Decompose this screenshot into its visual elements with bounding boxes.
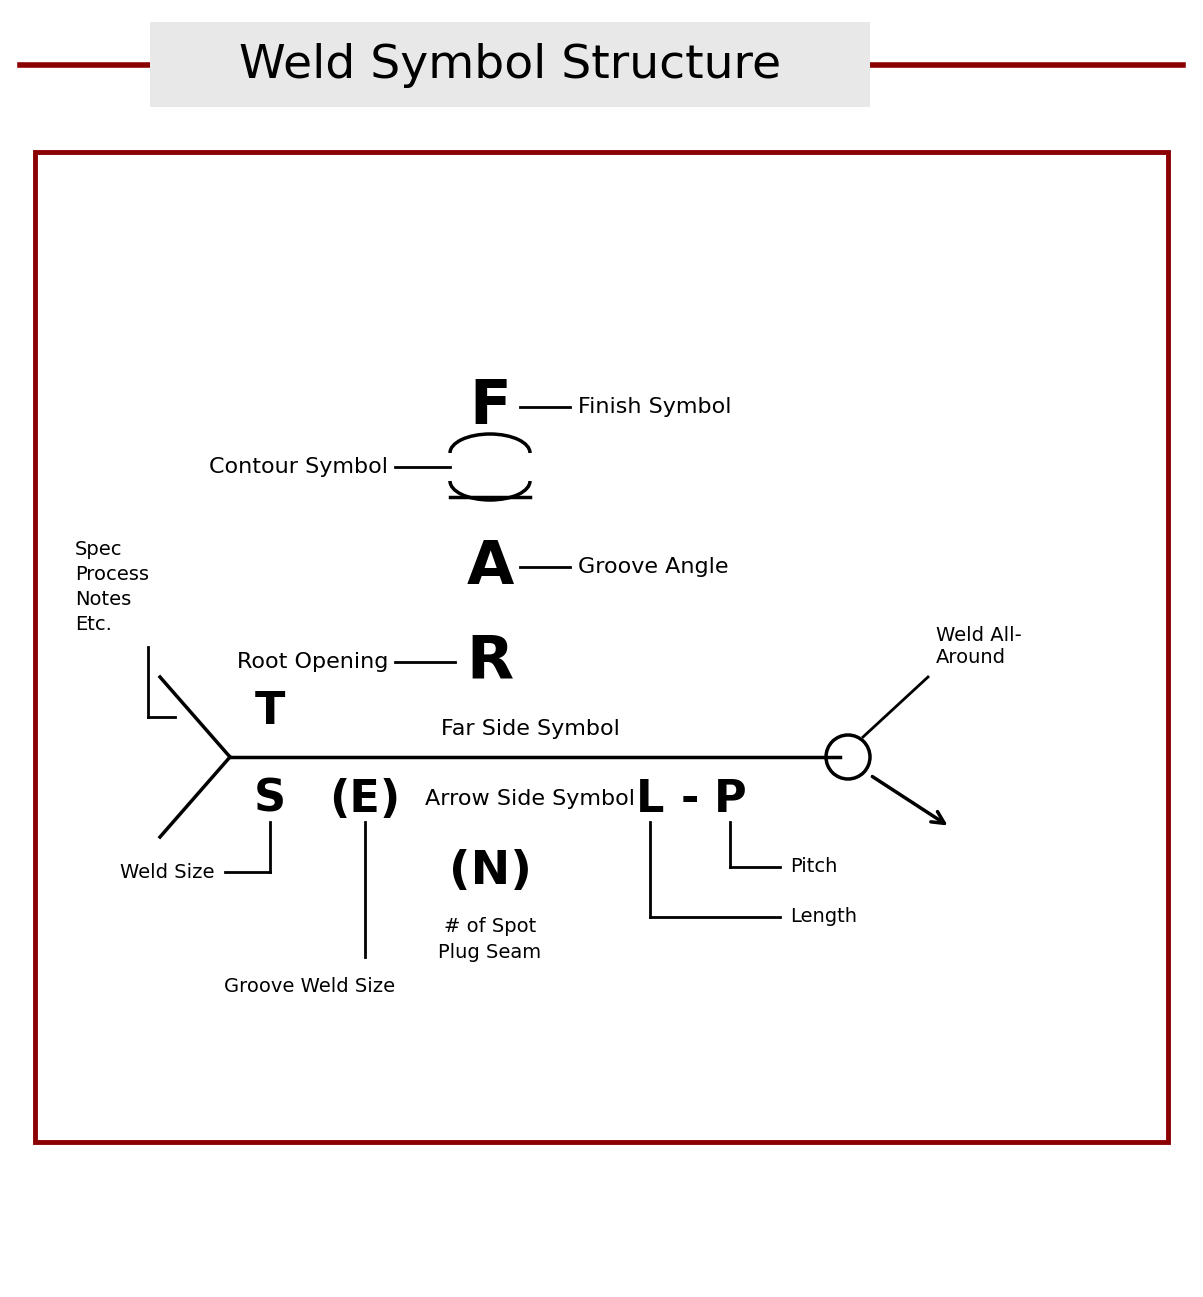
Text: Groove Angle: Groove Angle <box>577 556 729 577</box>
Text: Pitch: Pitch <box>790 857 837 877</box>
FancyBboxPatch shape <box>35 152 1168 1141</box>
Text: F: F <box>469 377 511 437</box>
Text: # of Spot
Plug Seam: # of Spot Plug Seam <box>438 917 541 962</box>
FancyBboxPatch shape <box>150 22 870 106</box>
Text: T: T <box>255 690 285 734</box>
Text: Spec
Process
Notes
Etc.: Spec Process Notes Etc. <box>75 540 149 634</box>
Text: (N): (N) <box>449 850 532 895</box>
Text: Weld Size: Weld Size <box>120 863 215 882</box>
Text: Finish Symbol: Finish Symbol <box>577 397 731 418</box>
Text: Arrow Side Symbol: Arrow Side Symbol <box>425 789 635 809</box>
Text: Length: Length <box>790 908 857 926</box>
Text: -: - <box>681 777 699 821</box>
Text: Root Opening: Root Opening <box>237 652 389 672</box>
Text: Contour Symbol: Contour Symbol <box>209 457 389 477</box>
Text: A: A <box>467 537 514 597</box>
Text: R: R <box>467 633 514 691</box>
Text: L: L <box>636 777 664 821</box>
Text: Weld All-
Around: Weld All- Around <box>936 626 1021 667</box>
Text: Far Side Symbol: Far Side Symbol <box>440 719 620 739</box>
Text: (E): (E) <box>330 777 401 821</box>
Text: Groove Weld Size: Groove Weld Size <box>225 977 396 996</box>
Text: P: P <box>713 777 746 821</box>
Text: Weld Symbol Structure: Weld Symbol Structure <box>239 43 781 87</box>
Text: S: S <box>254 777 286 821</box>
